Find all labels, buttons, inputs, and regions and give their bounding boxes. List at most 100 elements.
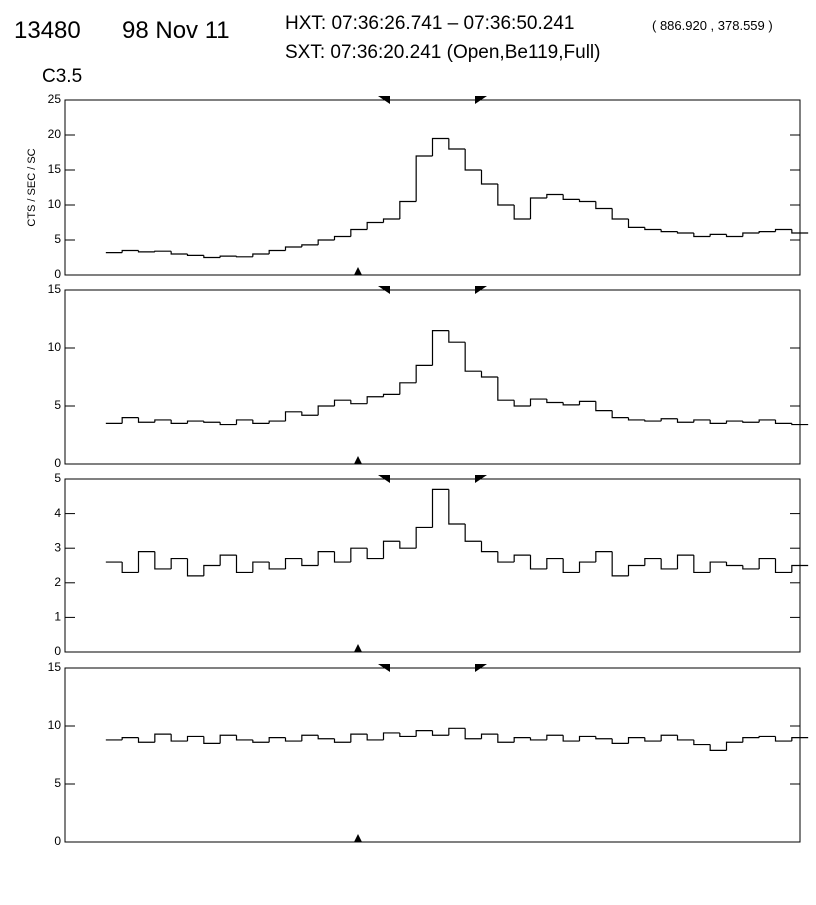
step-segment — [595, 401, 613, 412]
y-tick-label: 25 — [48, 92, 62, 106]
step-segment — [660, 734, 678, 742]
step-segment — [415, 364, 433, 383]
hxt-marker — [378, 664, 390, 672]
step-segment — [791, 423, 809, 426]
step-segment — [301, 734, 319, 742]
step-segment — [464, 523, 482, 542]
step-segment — [448, 138, 466, 150]
step-segment — [644, 737, 662, 742]
step-segment — [431, 730, 449, 736]
step-segment — [154, 733, 172, 743]
step-segment — [431, 488, 449, 528]
step-segment — [203, 564, 221, 576]
step-segment — [203, 736, 221, 744]
step-segment — [578, 199, 596, 203]
step-segment — [627, 564, 645, 576]
y-tick-label: 2 — [54, 575, 61, 589]
step-segment — [791, 229, 809, 234]
step-segment — [219, 554, 237, 566]
step-segment — [562, 194, 580, 200]
step-segment — [235, 256, 253, 258]
step-segment — [382, 540, 400, 559]
y-tick-label: 0 — [54, 644, 61, 658]
step-segment — [203, 421, 221, 423]
step-segment — [448, 489, 466, 525]
step-segment — [627, 219, 645, 228]
hxt-interval: HXT: 07:36:26.741 – 07:36:50.241 — [285, 13, 574, 34]
hxt-marker — [475, 96, 487, 104]
step-segment — [284, 737, 302, 742]
step-segment — [235, 735, 253, 741]
step-segment — [464, 342, 482, 372]
step-segment — [235, 419, 253, 425]
step-segment — [725, 562, 743, 567]
goes-class: C3.5 — [42, 66, 82, 87]
step-segment — [513, 554, 531, 563]
step-segment — [415, 155, 433, 202]
step-segment — [301, 244, 319, 247]
y-tick-label: 0 — [54, 456, 61, 470]
step-segment — [415, 526, 433, 549]
y-tick-label: 0 — [54, 267, 61, 281]
step-segment — [186, 420, 204, 424]
plot-frame — [64, 99, 801, 276]
step-segment — [611, 208, 629, 220]
step-segment — [350, 547, 368, 563]
step-segment — [529, 555, 547, 570]
step-segment — [758, 557, 776, 569]
step-segment — [562, 402, 580, 406]
step-segment — [774, 558, 792, 574]
y-tick-label: 10 — [48, 718, 62, 732]
step-segment — [203, 255, 221, 259]
step-segment — [758, 419, 776, 423]
step-segment — [644, 419, 662, 422]
step-segment — [333, 738, 351, 743]
step-segment — [252, 253, 270, 257]
step-segment — [611, 410, 629, 419]
step-segment — [644, 227, 662, 231]
step-segment — [333, 551, 351, 563]
y-tick-label: 5 — [54, 471, 61, 485]
step-segment — [333, 235, 351, 240]
flare-id: 13480 — [14, 17, 81, 44]
step-segment — [154, 250, 172, 252]
step-segment — [170, 251, 188, 255]
step-segment — [399, 732, 417, 738]
step-segment — [121, 417, 139, 424]
step-segment — [219, 422, 237, 426]
step-segment — [529, 737, 547, 741]
date: 98 Nov 11 — [122, 17, 230, 44]
step-segment — [742, 421, 760, 423]
step-segment — [301, 411, 319, 416]
step-segment — [627, 417, 645, 421]
step-segment — [709, 419, 727, 424]
step-segment — [693, 233, 711, 238]
step-segment — [154, 551, 172, 570]
step-segment — [252, 419, 270, 424]
plot-frame — [64, 667, 801, 843]
y-tick-label: 5 — [54, 398, 61, 412]
sxt-marker — [354, 456, 362, 464]
step-segment — [709, 744, 727, 751]
step-segment — [170, 419, 188, 424]
step-segment — [268, 562, 286, 570]
step-segment — [350, 400, 368, 405]
hxt-marker — [475, 286, 487, 294]
y-tick-label: 5 — [54, 232, 61, 246]
step-segment — [774, 228, 792, 232]
step-segment — [186, 254, 204, 256]
step-segment — [137, 250, 155, 253]
step-segment — [611, 551, 629, 577]
step-segment — [284, 411, 302, 422]
step-segment — [562, 558, 580, 574]
plot-frame — [64, 289, 801, 465]
step-segment — [333, 399, 351, 406]
step-segment — [791, 737, 809, 742]
sxt-info: SXT: 07:36:20.241 (Open,Be119,Full) — [285, 42, 600, 63]
hxt-marker — [378, 96, 390, 104]
step-segment — [317, 239, 335, 245]
step-segment — [676, 231, 694, 234]
step-segment — [448, 330, 466, 343]
step-segment — [513, 400, 531, 407]
sxt-marker — [354, 644, 362, 652]
